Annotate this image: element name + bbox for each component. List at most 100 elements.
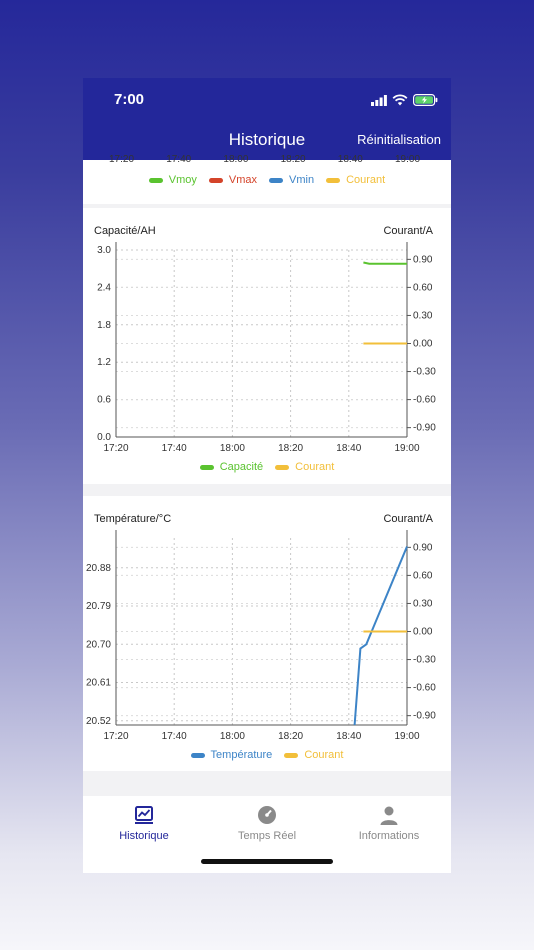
tab-informations[interactable]: Informations <box>328 804 450 842</box>
right-tick-label: -0.60 <box>413 395 436 406</box>
right-tick-label: -0.90 <box>413 711 436 722</box>
capacity-chart: 17:20 17:40 18:00 18:20 18:40 19:00 3.0 2.4 1.8 1… <box>97 242 436 454</box>
x-tick-label: 17:20 <box>109 154 135 165</box>
temperature-left-axis-title: Température/°C <box>94 513 172 525</box>
temperature-chart: 17:20 17:40 18:00 18:20 18:40 19:00 20.88 20.79… <box>86 530 436 742</box>
tab-historique[interactable]: Historique <box>83 804 205 842</box>
wifi-icon <box>392 94 408 106</box>
capacity-right-axis-title: Courant/A <box>383 225 433 237</box>
tab-informations-label: Informations <box>358 830 420 842</box>
x-tick-label: 17:20 <box>103 443 128 454</box>
x-tick-label: 18:00 <box>223 154 249 165</box>
left-tick-label: 0.0 <box>97 432 111 443</box>
right-tick-label: -0.30 <box>413 655 436 666</box>
x-tick-label: 18:00 <box>220 731 245 742</box>
capacity-chart-legend: Capacité Courant <box>83 461 451 473</box>
legend-label: Vmoy <box>168 174 197 186</box>
legend-swatch <box>190 752 205 758</box>
left-tick-label: 20.52 <box>86 716 111 727</box>
left-tick-label: 1.8 <box>97 320 111 331</box>
signal-icon <box>371 94 387 106</box>
left-tick-label: 20.88 <box>86 563 111 574</box>
voltage-chart-x-ticks: 17:20 17:40 18:00 18:20 18:40 19:00 <box>83 154 451 166</box>
x-tick-label: 19:00 <box>394 443 419 454</box>
home-indicator <box>201 859 333 864</box>
tab-temps-reel[interactable]: Temps Réel <box>206 804 328 842</box>
x-tick-label: 18:20 <box>280 154 306 165</box>
top-bar: 7:00 Historique Réinitialisation <box>83 78 451 160</box>
left-tick-label: 1.2 <box>97 357 111 368</box>
temperature-chart-legend: Température Courant <box>83 749 451 761</box>
x-tick-label: 18:40 <box>336 443 361 454</box>
battery-icon <box>413 94 438 106</box>
x-tick-label: 17:20 <box>103 731 128 742</box>
left-tick-label: 20.61 <box>86 678 111 689</box>
legend-swatch <box>275 464 290 470</box>
temperature-chart-card: Température/°C Courant/A 17:20 17:40 18:00… <box>83 496 451 771</box>
phone-screen: 7:00 Historique Réinitialisation <box>83 78 451 873</box>
temperature-right-axis-title: Courant/A <box>383 513 433 525</box>
right-tick-label: 0.00 <box>413 339 433 350</box>
left-tick-label: 2.4 <box>97 282 111 293</box>
voltage-legend-item-courant[interactable]: Courant <box>326 174 385 186</box>
legend-swatch <box>199 464 214 470</box>
left-tick-label: 3.0 <box>97 245 111 256</box>
chart-icon <box>135 806 153 824</box>
page-title: Historique <box>228 130 306 149</box>
legend-swatch <box>148 177 163 183</box>
x-tick-label: 18:40 <box>336 731 361 742</box>
voltage-chart-card: 17:20 17:40 18:00 18:20 18:40 19:00 Vmoy Vmax V… <box>83 154 451 204</box>
right-tick-label: 0.60 <box>413 570 433 581</box>
right-tick-label: 0.90 <box>413 542 433 553</box>
voltage-chart-legend: Vmoy Vmax Vmin Courant <box>83 174 451 186</box>
x-tick-label: 18:20 <box>278 731 303 742</box>
legend-swatch <box>208 177 223 183</box>
temperature-legend-item-courant[interactable]: Courant <box>284 749 343 761</box>
right-tick-label: 0.00 <box>413 627 433 638</box>
right-tick-label: 0.60 <box>413 282 433 293</box>
voltage-legend-item-vmax[interactable]: Vmax <box>208 174 258 186</box>
legend-label: Courant <box>346 174 386 186</box>
legend-swatch <box>284 752 299 758</box>
legend-swatch <box>326 177 341 183</box>
right-tick-label: -0.30 <box>413 367 436 378</box>
x-tick-label: 19:00 <box>394 731 419 742</box>
x-tick-label: 18:00 <box>220 443 245 454</box>
status-time: 7:00 <box>114 91 145 108</box>
x-tick-label: 18:20 <box>278 443 303 454</box>
left-tick-label: 20.70 <box>86 639 111 650</box>
x-tick-label: 17:40 <box>162 731 187 742</box>
legend-label: Vmax <box>228 174 258 186</box>
capacity-left-axis-title: Capacité/AH <box>94 225 156 237</box>
left-tick-label: 20.79 <box>86 601 111 612</box>
temperature-legend-item-temperature[interactable]: Température <box>190 749 272 761</box>
right-tick-label: -0.90 <box>413 423 436 434</box>
right-tick-label: 0.90 <box>413 254 433 265</box>
voltage-legend-item-vmin[interactable]: Vmin <box>269 174 314 186</box>
x-tick-label: 19:00 <box>395 154 421 165</box>
capacity-legend-item-courant[interactable]: Courant <box>275 461 334 473</box>
right-tick-label: 0.30 <box>413 598 433 609</box>
right-tick-label: 0.30 <box>413 310 433 321</box>
x-tick-label: 18:40 <box>337 154 363 165</box>
legend-label: Courant <box>295 461 335 473</box>
voltage-legend-item-vmoy[interactable]: Vmoy <box>148 174 197 186</box>
reset-button[interactable]: Réinitialisation <box>357 132 441 147</box>
capacity-legend-item-capacite[interactable]: Capacité <box>199 461 264 473</box>
capacity-series-capacite <box>363 261 407 265</box>
left-tick-label: 0.6 <box>97 395 111 406</box>
legend-label: Courant <box>304 749 344 761</box>
legend-swatch <box>269 177 284 183</box>
capacity-chart-card: Capacité/AH Courant/A 17:20 17:40 18:00 18:… <box>83 208 451 484</box>
tab-bar: Historique Temps Réel Informations <box>83 796 451 873</box>
x-tick-label: 17:40 <box>166 154 192 165</box>
gauge-icon <box>258 806 276 824</box>
status-icons <box>371 92 438 108</box>
tab-historique-label: Historique <box>119 830 169 842</box>
temperature-series-temperature <box>353 546 408 726</box>
right-tick-label: -0.60 <box>413 683 436 694</box>
tab-temps-reel-label: Temps Réel <box>237 830 297 842</box>
legend-label: Capacité <box>219 461 264 473</box>
legend-label: Vmin <box>289 174 315 186</box>
x-tick-label: 17:40 <box>162 443 187 454</box>
